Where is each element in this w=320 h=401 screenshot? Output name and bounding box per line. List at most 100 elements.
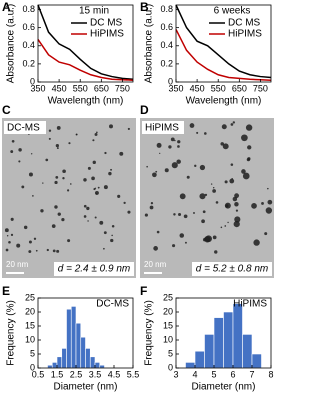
particle — [110, 238, 114, 243]
particle — [183, 214, 188, 219]
particle — [170, 137, 175, 142]
x-axis-label: Diameter (nm) — [54, 382, 118, 393]
particle — [229, 178, 235, 184]
particle — [220, 142, 225, 146]
particle — [233, 220, 240, 228]
particle — [214, 250, 218, 254]
particle — [164, 168, 169, 173]
particle — [194, 164, 197, 168]
particle — [179, 193, 186, 200]
image-caption: d = 2.4 ± 0.9 nm — [58, 264, 130, 275]
particle — [210, 183, 213, 185]
particle — [221, 124, 227, 130]
particle — [83, 204, 87, 208]
series-line — [37, 4, 134, 81]
y-tick-label: 15 — [25, 320, 35, 330]
series-line — [175, 4, 272, 79]
particle — [18, 160, 21, 163]
particle — [241, 134, 248, 142]
particle — [176, 159, 181, 164]
particle — [5, 248, 9, 252]
particle — [253, 239, 260, 246]
particle — [267, 187, 269, 190]
bar — [213, 317, 224, 369]
particle — [56, 249, 60, 253]
particle — [94, 216, 97, 219]
x-tick-label: 4 — [192, 369, 197, 379]
bar — [75, 322, 82, 369]
panel-letter: A — [2, 0, 11, 14]
particle — [247, 145, 252, 150]
particle — [127, 210, 131, 214]
particle — [245, 124, 253, 131]
particle — [172, 244, 176, 248]
bar — [185, 362, 196, 369]
particle — [225, 204, 229, 208]
x-tick-label: 550 — [211, 83, 226, 93]
y-tick-label: 10 — [163, 334, 173, 344]
particle — [40, 209, 44, 213]
particle — [110, 168, 113, 171]
particle — [97, 186, 100, 189]
particle — [92, 139, 95, 142]
particle — [199, 164, 206, 171]
particle — [189, 123, 195, 128]
particle — [127, 127, 130, 131]
caption-box — [54, 262, 134, 276]
particle — [204, 132, 207, 135]
particle — [224, 225, 227, 227]
particle — [186, 175, 190, 179]
particle — [171, 162, 178, 169]
particle — [204, 236, 211, 243]
image-caption: d = 5.2 ± 0.8 nm — [196, 264, 268, 275]
particle — [232, 196, 238, 202]
particle — [10, 217, 14, 221]
particle — [150, 202, 154, 205]
particle — [174, 139, 176, 142]
particle — [8, 240, 11, 244]
chart-title: DC-MS — [96, 299, 129, 310]
particle — [224, 180, 228, 184]
particle — [55, 143, 59, 148]
y-tick-label: 20 — [25, 306, 35, 316]
particle — [230, 123, 234, 126]
particle — [199, 193, 206, 200]
bar — [56, 356, 63, 369]
particle — [177, 145, 180, 148]
particle — [48, 129, 52, 132]
particle — [261, 202, 264, 205]
particle — [159, 152, 161, 155]
particle — [67, 239, 71, 243]
micrograph — [140, 118, 274, 278]
x-tick-label: 0.5 — [32, 369, 45, 379]
particle — [242, 172, 250, 180]
particle — [57, 212, 61, 216]
scale-label: 20 nm — [144, 260, 167, 269]
plot-frame — [175, 4, 272, 83]
particle — [264, 232, 268, 236]
particle — [4, 228, 9, 233]
y-tick-label: 0.4 — [160, 40, 173, 50]
x-tick-label: 7 — [249, 369, 254, 379]
particle — [152, 172, 157, 178]
particle — [215, 201, 219, 204]
particle — [92, 160, 96, 165]
particle — [265, 207, 273, 214]
particle — [28, 240, 32, 244]
particle — [149, 205, 154, 210]
y-tick-label: 25 — [25, 292, 35, 302]
particle — [234, 202, 239, 207]
panel-letter: E — [2, 284, 10, 298]
particle — [51, 224, 56, 228]
y-tick-label: 20 — [163, 306, 173, 316]
panel-letter: B — [140, 0, 149, 14]
particle — [61, 218, 65, 222]
y-tick-label: 0.2 — [160, 58, 173, 68]
bar — [204, 334, 215, 369]
particle — [232, 121, 236, 124]
bar — [85, 348, 91, 369]
particle — [103, 231, 107, 235]
bar — [251, 353, 262, 369]
x-tick-label: 6 — [230, 369, 235, 379]
